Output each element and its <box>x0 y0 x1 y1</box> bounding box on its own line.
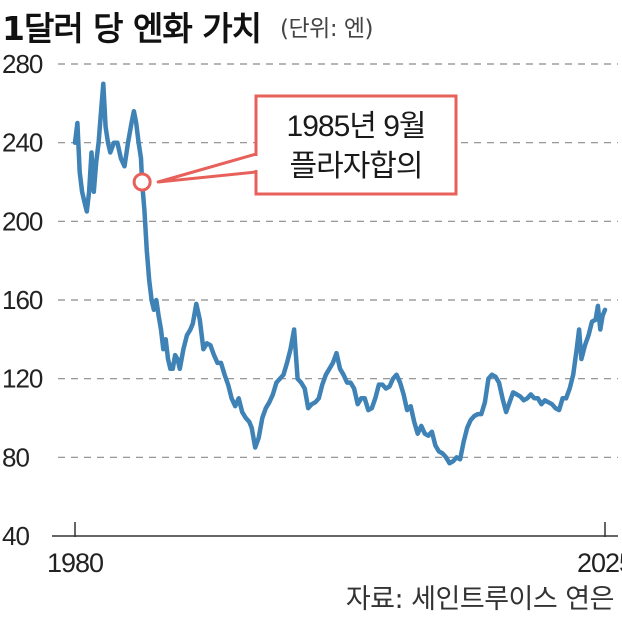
callout-line-2: 플라자합의 <box>290 150 423 183</box>
annotation-layer: 1985년 9월 플라자합의 <box>132 94 458 196</box>
chart-title: 1달러 당 엔화 가치 <box>2 9 262 48</box>
y-tick-label-200: 200 <box>2 206 43 236</box>
callout-box <box>254 94 458 196</box>
annotation-marker <box>132 172 152 192</box>
callout-line-1: 1985년 9월 <box>287 110 426 143</box>
y-tick-label-160: 160 <box>2 285 43 315</box>
x-tick-label-1980: 1980 <box>47 548 103 578</box>
y-tick-label-240: 240 <box>2 128 43 158</box>
title-row: 1달러 당 엔화 가치 (단위: 엔) <box>2 2 374 48</box>
axis-layer: 40 80 120 160 200 240 280 1980 2025 <box>2 49 622 578</box>
x-tick-label-2025: 2025 <box>577 548 622 578</box>
y-tick-label-80: 80 <box>2 442 29 472</box>
y-tick-label-120: 120 <box>2 364 43 394</box>
series-line-0 <box>72 81 608 466</box>
callout-pointer <box>156 152 257 184</box>
series-layer <box>72 81 608 466</box>
source-credit: 자료: 세인트루이스 연은 <box>345 584 615 615</box>
unit-label: (단위: 엔) <box>280 16 374 42</box>
y-tick-label-40: 40 <box>2 521 29 551</box>
callout-seam <box>254 156 259 170</box>
y-tick-label-280: 280 <box>2 49 43 79</box>
